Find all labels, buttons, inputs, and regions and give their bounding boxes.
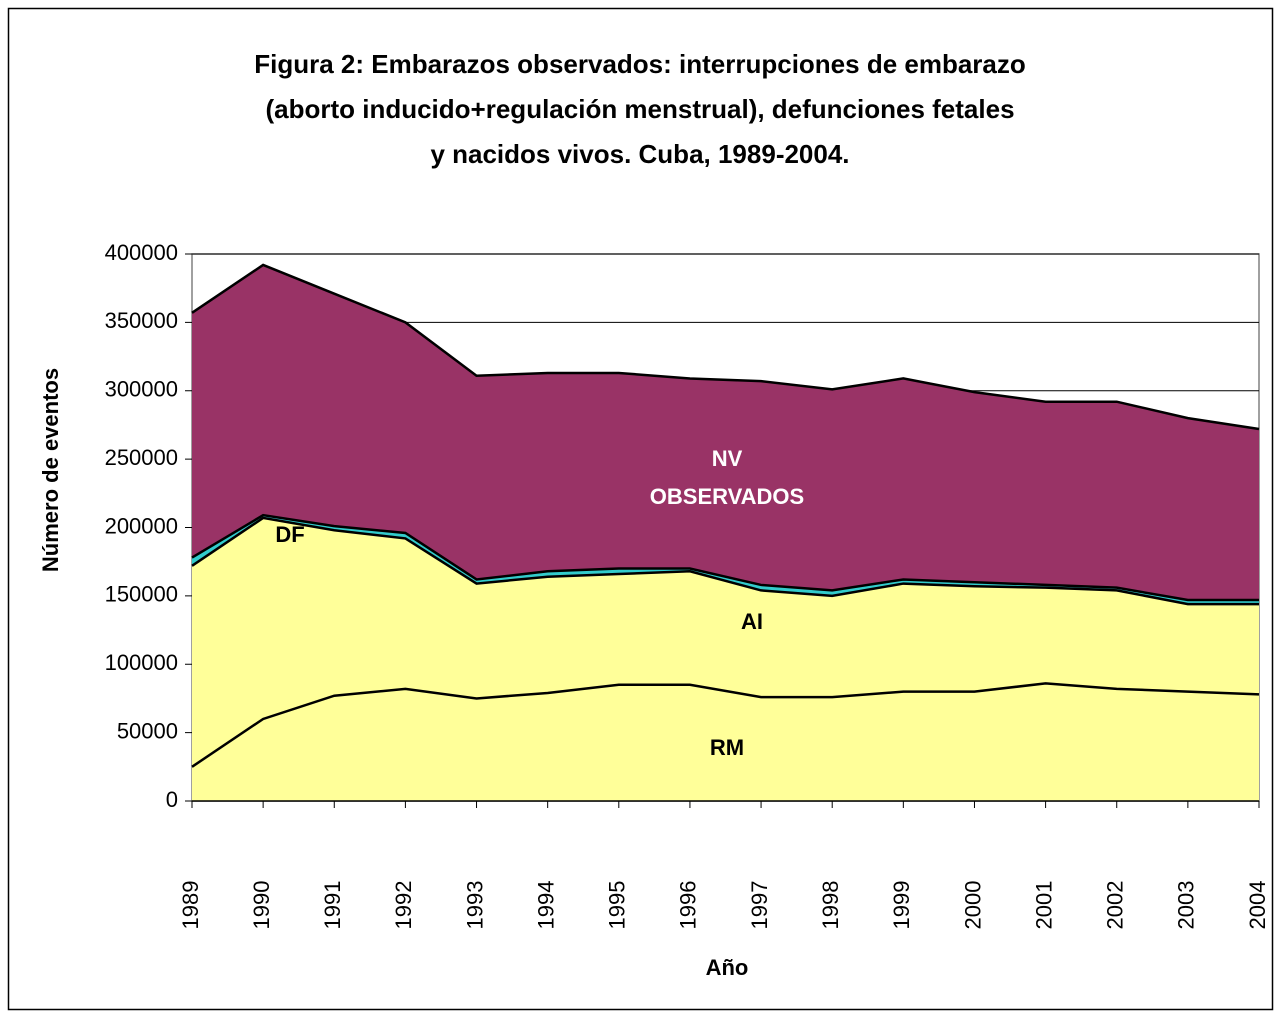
x-tick-label: 1991 (320, 881, 345, 930)
series-label: AI (741, 609, 763, 634)
area-edge (191, 516, 1259, 606)
x-tick-label: 1999 (889, 881, 914, 930)
y-tick-label: 100000 (105, 650, 178, 675)
x-tick-label: 1989 (178, 881, 203, 930)
x-tick-label: 1998 (818, 881, 843, 930)
series-label: DF (275, 522, 305, 547)
area (192, 683, 1259, 801)
y-tick-label: 400000 (105, 240, 178, 265)
y-tick-label: 150000 (105, 582, 178, 607)
y-tick-label: 50000 (117, 718, 178, 743)
x-tick-label: 1993 (462, 881, 487, 930)
x-tick-label: 1997 (747, 881, 772, 930)
series-label: NV OBSERVADOS (649, 446, 805, 509)
x-tick-label: 2003 (1174, 881, 1199, 930)
x-tick-label: 2004 (1245, 881, 1270, 930)
x-tick-label: 2002 (1103, 881, 1128, 930)
x-tick-label: 1990 (249, 881, 274, 930)
area-edge (191, 513, 1259, 602)
y-tick-label: 250000 (105, 445, 178, 470)
y-tick-label: 0 (166, 787, 178, 812)
area (192, 517, 1259, 767)
chart-title: Figura 2: Embarazos observados: interrup… (254, 49, 1026, 79)
area-edge (191, 263, 1260, 431)
chart-title: (aborto inducido+regulación menstrual), … (265, 94, 1014, 124)
area (192, 264, 1259, 600)
chart-title: y nacidos vivos. Cuba, 1989-2004. (430, 139, 849, 169)
y-tick-label: 200000 (105, 513, 178, 538)
y-tick-label: 350000 (105, 308, 178, 333)
y-tick-label: 300000 (105, 377, 178, 402)
x-tick-label: 1994 (533, 881, 558, 930)
y-axis-title: Número de eventos (38, 368, 63, 572)
x-tick-label: 2000 (960, 881, 985, 930)
x-tick-label: 1995 (605, 881, 630, 930)
x-axis-title: Año (706, 955, 749, 980)
x-tick-label: 2001 (1031, 881, 1056, 930)
area-edge (191, 682, 1260, 768)
series-label: RM (709, 735, 745, 760)
x-tick-label: 1996 (676, 881, 701, 930)
x-tick-label: 1992 (391, 881, 416, 930)
